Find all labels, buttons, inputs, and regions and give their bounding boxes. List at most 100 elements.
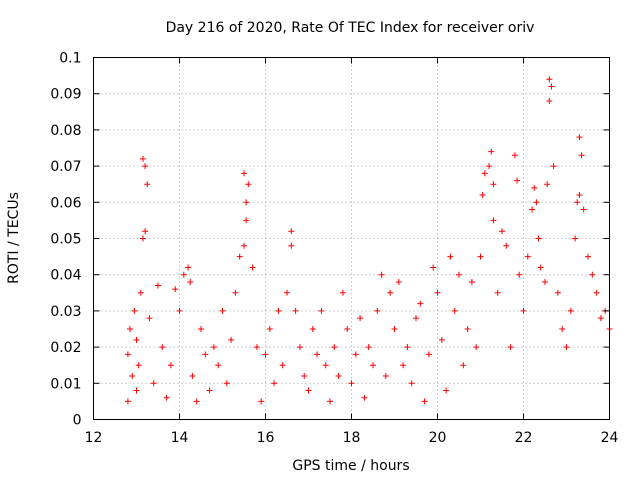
data-point (352, 351, 359, 358)
data-point (159, 344, 166, 351)
data-point (494, 289, 501, 296)
chart-title: Day 216 of 2020, Rate Of TEC Index for r… (166, 20, 535, 36)
data-point (533, 199, 540, 206)
x-tick-label: 16 (257, 430, 275, 446)
data-point (516, 271, 523, 278)
data-point (305, 387, 312, 394)
data-point (460, 362, 467, 369)
data-point (318, 307, 325, 314)
data-point (511, 152, 518, 159)
y-axis-label: ROTI / TECUs (6, 192, 22, 284)
data-point (279, 362, 286, 369)
data-point (187, 278, 194, 285)
data-point (219, 307, 226, 314)
data-point (413, 315, 419, 322)
data-point (473, 344, 480, 351)
x-tick-label: 12 (85, 430, 103, 446)
data-point (486, 163, 493, 170)
data-point (567, 307, 574, 314)
data-point (357, 315, 364, 322)
data-point (531, 184, 538, 191)
data-point (301, 373, 308, 380)
data-point (464, 326, 471, 332)
data-point (597, 315, 604, 322)
data-point (135, 362, 142, 369)
data-point (529, 206, 536, 213)
data-point (228, 336, 235, 343)
y-tick-label: 0.08 (50, 123, 81, 139)
data-point (215, 362, 222, 369)
data-point (150, 380, 157, 387)
data-point (167, 362, 174, 369)
data-point (456, 271, 462, 278)
data-point (133, 336, 140, 343)
data-point (266, 326, 273, 332)
data-point (425, 351, 432, 358)
data-point (198, 326, 204, 332)
data-point (559, 326, 566, 332)
data-point (421, 398, 428, 405)
data-point (275, 307, 282, 314)
data-point (258, 398, 265, 405)
data-point (580, 206, 587, 213)
data-point (206, 387, 213, 394)
data-point (404, 344, 411, 351)
data-point (309, 326, 316, 332)
data-point (189, 373, 196, 380)
x-tick-label: 24 (601, 430, 619, 446)
data-point (124, 398, 131, 405)
data-point (563, 344, 570, 351)
gridlines (93, 57, 610, 420)
data-point (479, 192, 486, 199)
data-point (365, 344, 372, 351)
data-point (232, 289, 239, 296)
data-point (542, 278, 548, 285)
data-point (139, 155, 146, 162)
data-point (241, 170, 247, 177)
data-point (335, 373, 342, 380)
data-point (361, 394, 368, 401)
y-tick-label: 0 (73, 413, 82, 429)
data-point (490, 217, 497, 224)
data-point (589, 271, 596, 278)
y-tick-label: 0.07 (50, 159, 81, 175)
data-point (124, 351, 131, 358)
data-point (127, 326, 134, 332)
data-point (488, 148, 495, 155)
data-point (210, 344, 217, 351)
y-tick-labels: 0 0.01 0.02 0.03 0.04 0.05 0.06 0.07 0.08 0.09 0.1 (50, 51, 81, 429)
data-point (314, 351, 321, 358)
data-point (572, 235, 579, 242)
data-point (490, 181, 497, 188)
data-point (243, 217, 250, 224)
data-point (544, 181, 551, 188)
y-tick-label: 0.04 (50, 268, 81, 284)
data-point (400, 362, 407, 369)
data-point (144, 181, 151, 188)
x-tick-label: 18 (343, 430, 361, 446)
x-tick-label: 22 (515, 430, 533, 446)
data-point (176, 307, 183, 314)
data-point (503, 242, 510, 249)
data-point (202, 351, 209, 358)
y-tick-label: 0.03 (50, 304, 81, 320)
y-tick-label: 0.09 (50, 87, 81, 103)
data-point (129, 373, 136, 380)
data-point (438, 336, 445, 343)
y-tick-label: 0.06 (50, 195, 81, 211)
data-point (131, 307, 138, 314)
data-point (185, 264, 192, 271)
data-point (447, 253, 454, 260)
data-point (574, 199, 581, 206)
data-point (477, 253, 484, 260)
data-point (430, 264, 437, 271)
data-point (262, 351, 269, 358)
data-point (576, 134, 583, 141)
y-tick-label: 0.02 (50, 340, 81, 356)
data-point (537, 264, 544, 271)
data-point (146, 315, 153, 322)
data-point (374, 307, 381, 314)
data-point (331, 344, 338, 351)
data-point (434, 289, 441, 296)
